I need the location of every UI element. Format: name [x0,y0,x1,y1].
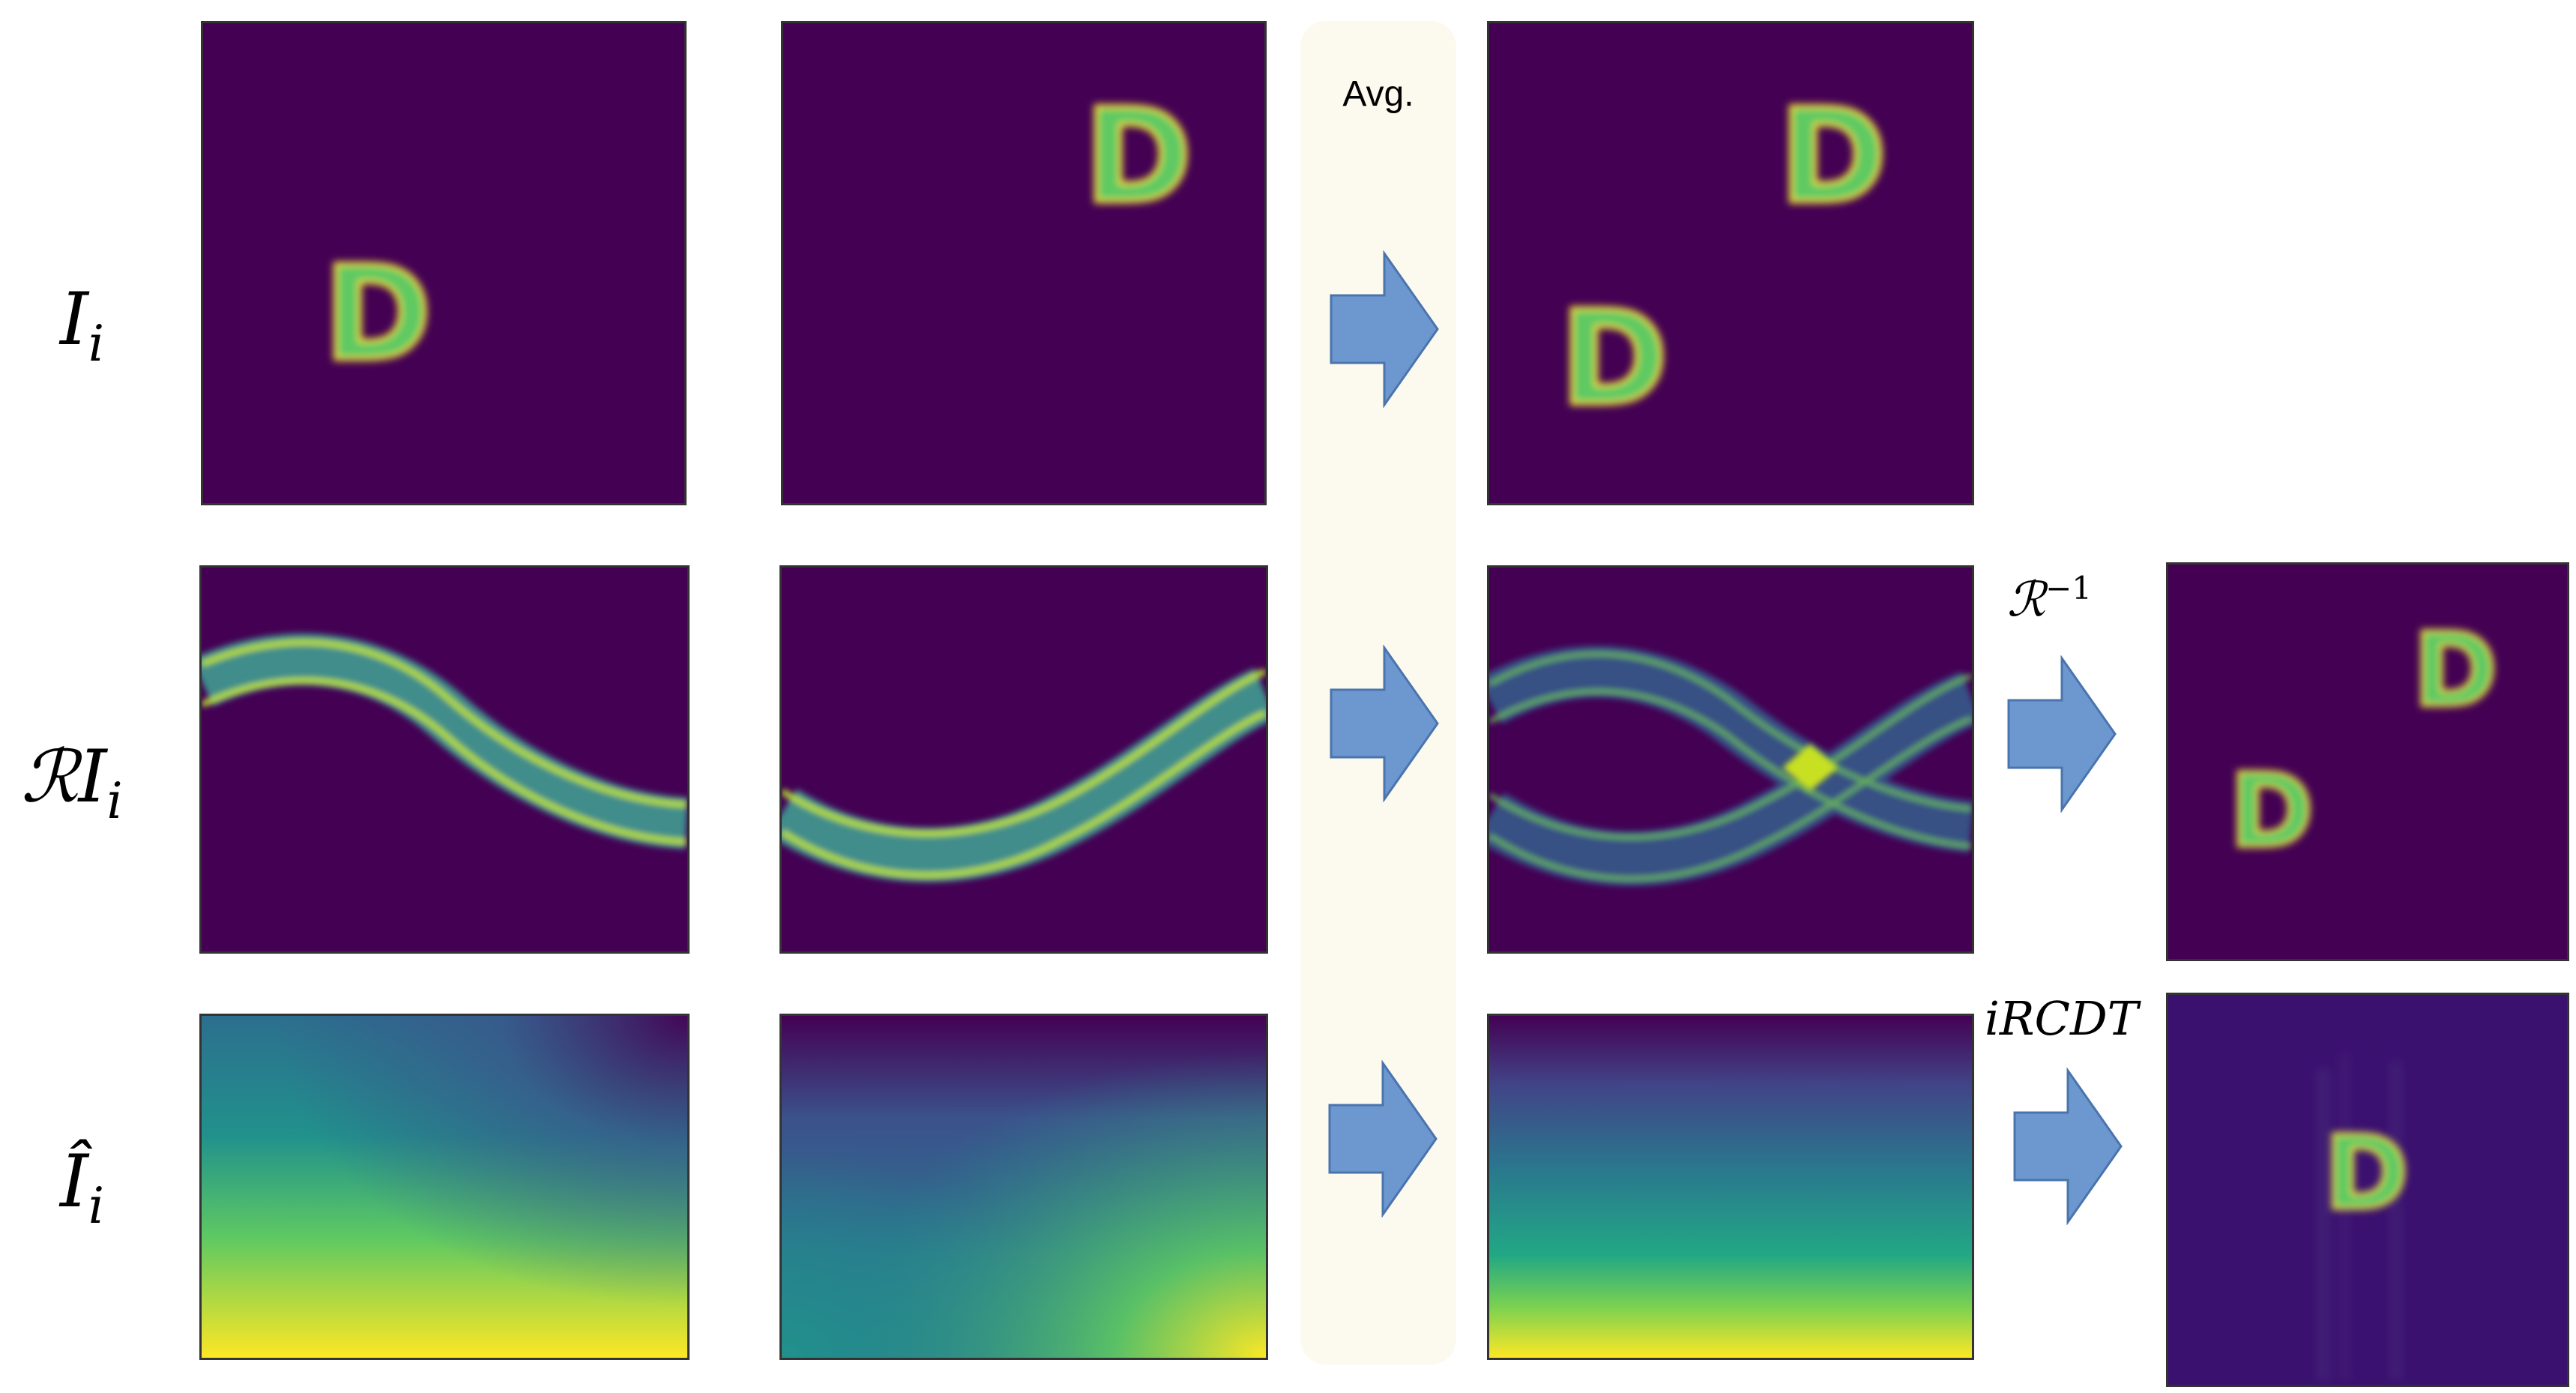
glyph-d: D [2229,752,2314,871]
glyph-d: D [2413,611,2497,730]
sinogram-panel-1 [199,565,690,954]
reconstruction-panel-radon: D D [2166,562,2569,961]
arrow-right-icon [1330,645,1439,802]
arrow-right-icon [2013,1068,2123,1225]
operator-radon-inverse: ℛ−1 [2007,570,2092,628]
row-label-sub: i [88,1177,105,1235]
glyph-d: D [1084,81,1192,233]
row-label-radon: ℛIi [21,735,123,830]
operator-exponent: −1 [2045,570,2092,607]
operator-symbol: ℛ [2007,572,2046,628]
arrow-right-icon [1330,250,1439,408]
row-label-sub: i [88,315,105,373]
rcdt-panel-2 [779,1014,1268,1360]
glyph-d: D [1779,81,1887,233]
row-label-sub: i [106,772,123,830]
sinogram-panel-2 [779,565,1268,954]
sinogram-panel-avg [1487,565,1974,954]
image-panel-2: D [781,21,1267,505]
glyph-d: D [324,238,432,391]
arrow-right-icon [1328,1060,1438,1218]
rcdt-panel-1 [199,1014,690,1360]
operator-ircdt: iRCDT [1985,991,2139,1046]
row-label-rcdt: Îi [60,1140,104,1235]
rcdt-panel-avg [1487,1014,1974,1360]
glyph-d: D [2324,1114,2409,1233]
image-panel-avg: D D [1487,21,1974,505]
row-label-main: I [60,277,88,361]
row-label-main: ℛI [21,735,107,819]
average-label: Avg. [1342,74,1414,114]
row-label-main: Î [60,1140,88,1224]
glyph-d: D [1560,283,1668,435]
arrow-right-icon [2007,655,2117,813]
image-panel-1: D [201,21,687,505]
row-label-image: Ii [60,277,104,373]
reconstruction-panel-ircdt: D [2166,993,2569,1387]
